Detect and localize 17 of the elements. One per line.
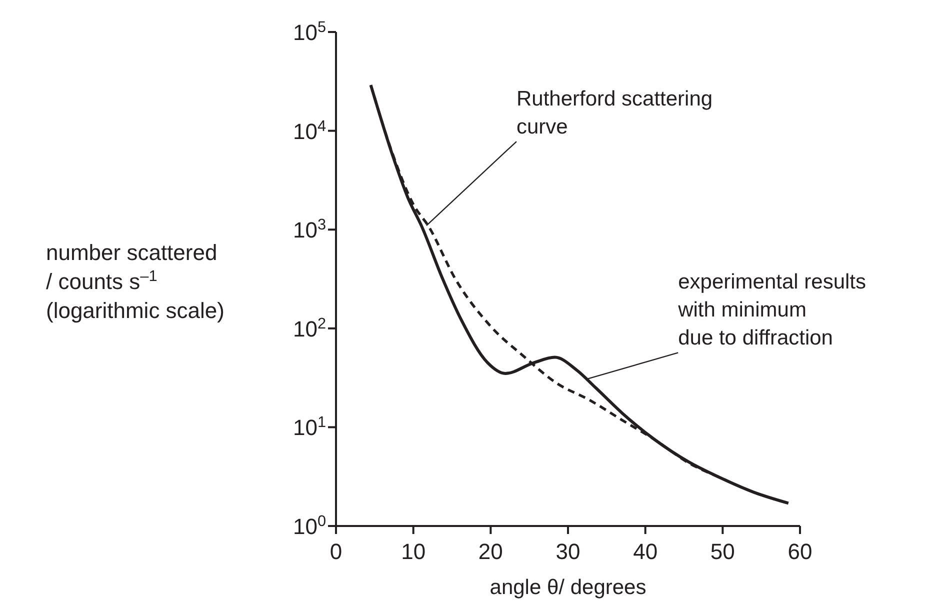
x-tick-label: 60 (788, 539, 812, 564)
y-tick-label: 10$^{0}$ (292, 512, 326, 539)
x-tick-label: 10 (401, 539, 426, 564)
annotation: experimental results with minimum due to diffraction (677, 270, 866, 350)
x-tick-label: 20 (478, 539, 503, 564)
x-tick-label: 30 (556, 539, 580, 564)
x-tick-label: 0 (330, 539, 342, 564)
x-tick-label: 50 (710, 539, 735, 564)
y-tick-label: 10$^{2}$ (292, 314, 326, 342)
y-tick-label: 10$^{5}$ (292, 18, 326, 45)
y-tick-label: 10$^{3}$ (292, 216, 326, 243)
x-axis-title: angle θ/ degrees (490, 576, 646, 599)
y-tick-label: 10$^{1}$ (292, 414, 326, 440)
y-tick-label: 10$^{4}$ (292, 117, 326, 144)
x-tick-label: 40 (633, 539, 658, 564)
annotation: Rutherford scattering curve (516, 88, 713, 139)
y-axis-title: number scattered / counts s$^{–1}$ (logarithmic scale) (46, 240, 224, 323)
